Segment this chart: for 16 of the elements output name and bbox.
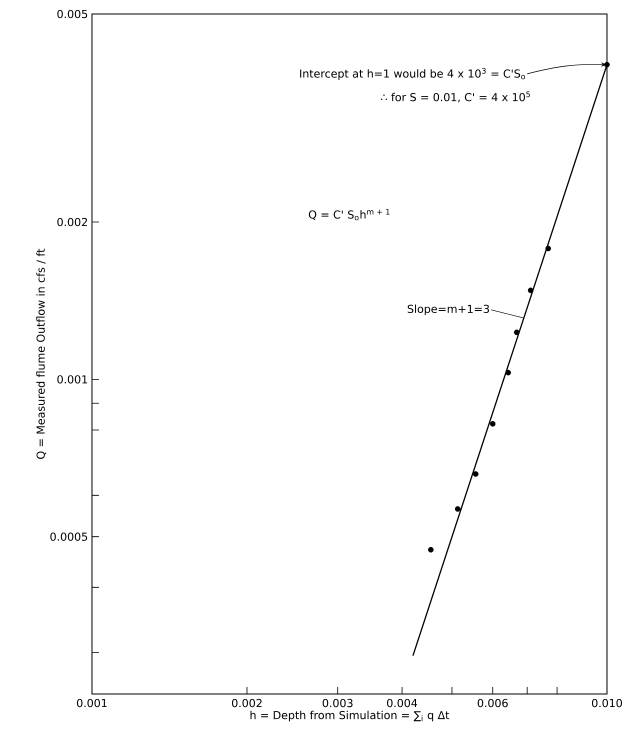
- y-tick-label: 0.0005: [50, 532, 88, 541]
- annotation: Intercept at h=1 would be 4 x 10$^{3}$ = C'S$_{o}$: [300, 68, 526, 80]
- x-tick-label: 0.002: [232, 698, 262, 708]
- y-tick-label: 0.005: [57, 10, 88, 18]
- y-tick-label: 0.002: [57, 218, 88, 226]
- y-tick-label: 0.001: [57, 375, 88, 384]
- y-axis-title: Q = Measured flume Outflow in cfs / ft: [36, 248, 46, 459]
- annotation: Q = C' S$_{o}$h$^{m + 1}$: [308, 208, 390, 220]
- x-tick-label: 0.003: [322, 698, 353, 708]
- x-tick-label: 0.006: [478, 698, 508, 708]
- annotation: ∴ for S = 0.01, C' = 4 x 10$^{5}$: [381, 92, 530, 102]
- x-tick-label: 0.010: [592, 698, 622, 708]
- x-tick-label: 0.004: [387, 698, 418, 708]
- x-tick-label: 0.001: [76, 698, 107, 708]
- x-axis-title: h = Depth from Simulation = ∑$_{i}$ q Δt: [250, 710, 450, 722]
- annotation: Slope=m+1=3: [408, 304, 490, 316]
